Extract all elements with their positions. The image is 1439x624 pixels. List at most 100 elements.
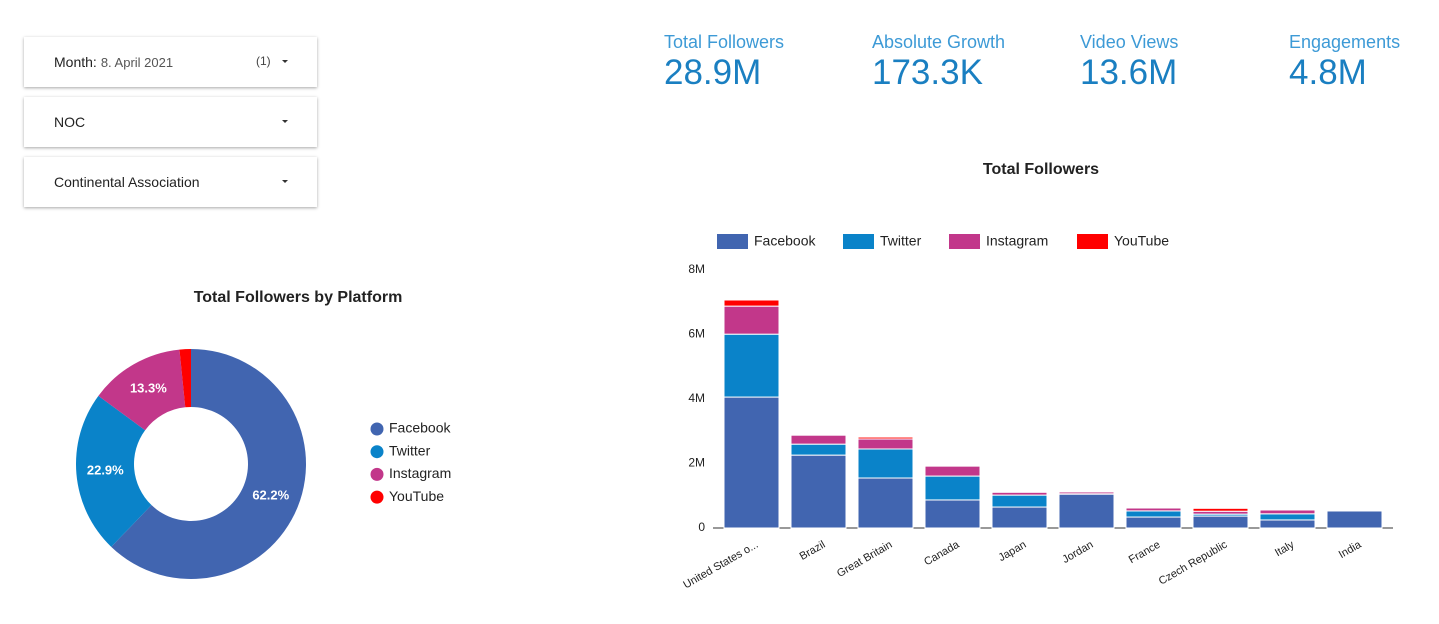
scorecard-label: Engagements bbox=[1289, 32, 1401, 52]
legend-swatch bbox=[370, 445, 384, 459]
bar-segment bbox=[723, 396, 780, 529]
bar-segment bbox=[723, 305, 780, 335]
x-tick-label: Jordan bbox=[1060, 539, 1095, 566]
legend-swatch bbox=[949, 234, 980, 249]
legend-label: Facebook bbox=[754, 233, 816, 249]
pie-slice bbox=[98, 349, 186, 431]
bar-segment bbox=[924, 464, 981, 467]
y-tick-label: 6M bbox=[688, 327, 705, 341]
x-tick-label: Brazil bbox=[798, 539, 828, 563]
filter-value: 8. April 2021 bbox=[100, 55, 174, 70]
x-tick-label: Canada bbox=[922, 538, 962, 568]
slice-label: 62.2% bbox=[252, 488, 289, 503]
bar-segment bbox=[1192, 515, 1249, 529]
scorecard-value: 28.9M bbox=[664, 53, 762, 92]
bar-segment bbox=[1259, 513, 1316, 521]
y-tick-label: 2M bbox=[688, 456, 705, 470]
y-tick-label: 8M bbox=[688, 262, 705, 276]
pie-slice bbox=[111, 349, 307, 579]
filter-continent[interactable]: Continental Association bbox=[24, 157, 317, 207]
filter-label: Continental Association bbox=[54, 174, 200, 190]
bar-segment bbox=[1326, 510, 1383, 529]
legend-label: Instagram bbox=[986, 233, 1048, 249]
scorecard-value: 4.8M bbox=[1289, 53, 1367, 92]
slice-label: 13.3% bbox=[130, 381, 167, 396]
legend-swatch bbox=[1077, 234, 1108, 249]
y-tick-label: 4M bbox=[688, 391, 705, 405]
bar-segment bbox=[1259, 509, 1316, 515]
scorecard-label: Video Views bbox=[1080, 32, 1179, 52]
x-tick-label: India bbox=[1337, 538, 1364, 561]
pie-slice bbox=[76, 395, 152, 547]
legend-label: Instagram bbox=[389, 465, 451, 481]
chart-title: Total Followers bbox=[983, 161, 1099, 178]
scorecard-label: Absolute Growth bbox=[872, 32, 1006, 52]
bar-segment bbox=[1259, 508, 1316, 511]
bar-segment bbox=[1125, 516, 1182, 529]
bar-segment bbox=[924, 475, 981, 501]
bar-segment bbox=[1125, 510, 1182, 518]
scorecard: Absolute Growth 173.3K bbox=[872, 32, 1005, 93]
x-tick-label: United States o... bbox=[681, 539, 760, 592]
bar-segment bbox=[991, 494, 1048, 508]
bar-segment bbox=[857, 477, 914, 529]
legend-label: YouTube bbox=[389, 488, 444, 504]
bar-segment bbox=[924, 499, 981, 529]
bar-segment bbox=[723, 299, 780, 307]
bar-segment bbox=[790, 434, 847, 445]
bar-segment bbox=[1058, 493, 1115, 529]
filter-label: Month: bbox=[54, 54, 97, 70]
bar-segment bbox=[723, 333, 780, 398]
legend-label: YouTube bbox=[1114, 233, 1169, 249]
dropdown-arrow bbox=[282, 120, 288, 123]
bar-segment bbox=[1326, 509, 1383, 512]
filter-label: NOC bbox=[54, 114, 86, 130]
scorecard: Engagements 4.8M bbox=[1289, 32, 1400, 93]
bar-segment bbox=[790, 433, 847, 436]
dropdown-arrow bbox=[282, 60, 288, 63]
bar-segment bbox=[790, 454, 847, 529]
legend-label: Twitter bbox=[389, 442, 431, 458]
bar-segment bbox=[1192, 510, 1249, 515]
scorecard: Total Followers 28.9M bbox=[664, 32, 784, 93]
slice-label: 22.9% bbox=[87, 463, 124, 478]
bar-segment bbox=[991, 491, 1048, 496]
x-tick-label: Italy bbox=[1273, 538, 1297, 559]
legend-swatch bbox=[370, 490, 384, 504]
bar-segment bbox=[857, 438, 914, 450]
bar-segment bbox=[1125, 507, 1182, 512]
x-tick-label: Great Britain bbox=[835, 539, 894, 580]
x-tick-label: Japan bbox=[996, 539, 1028, 564]
x-tick-label: France bbox=[1127, 539, 1163, 567]
pie-slice bbox=[179, 348, 191, 408]
filter-count: (1) bbox=[256, 54, 271, 68]
legend-swatch bbox=[370, 422, 384, 436]
bar-segment bbox=[1058, 491, 1115, 495]
bar-segment bbox=[1125, 506, 1182, 509]
dropdown-arrow bbox=[282, 180, 288, 183]
scorecard-label: Total Followers bbox=[664, 32, 785, 52]
legend-swatch bbox=[717, 234, 748, 249]
bar-segment bbox=[857, 448, 914, 479]
bar-segment bbox=[991, 506, 1048, 529]
y-tick-label: 0 bbox=[698, 520, 705, 534]
filter-month[interactable]: Month: 8. April 2021 (1) bbox=[24, 37, 317, 87]
legend-label: Twitter bbox=[880, 233, 922, 249]
bar-segment bbox=[857, 436, 914, 440]
scorecard-value: 13.6M bbox=[1080, 53, 1178, 92]
legend-swatch bbox=[843, 234, 874, 249]
legend-swatch bbox=[370, 467, 384, 481]
bar-segment bbox=[790, 443, 847, 456]
bar-segment bbox=[924, 465, 981, 477]
bar-segment bbox=[991, 490, 1048, 493]
legend-label: Facebook bbox=[389, 420, 451, 436]
filter-noc[interactable]: NOC bbox=[24, 97, 317, 147]
scorecard-value: 173.3K bbox=[872, 53, 983, 92]
x-tick-label: Czech Republic bbox=[1157, 538, 1230, 587]
bar-segment bbox=[1192, 507, 1249, 512]
scorecard: Video Views 13.6M bbox=[1080, 32, 1178, 93]
bar-segment bbox=[1192, 513, 1249, 517]
chart-title: Total Followers by Platform bbox=[194, 289, 403, 306]
